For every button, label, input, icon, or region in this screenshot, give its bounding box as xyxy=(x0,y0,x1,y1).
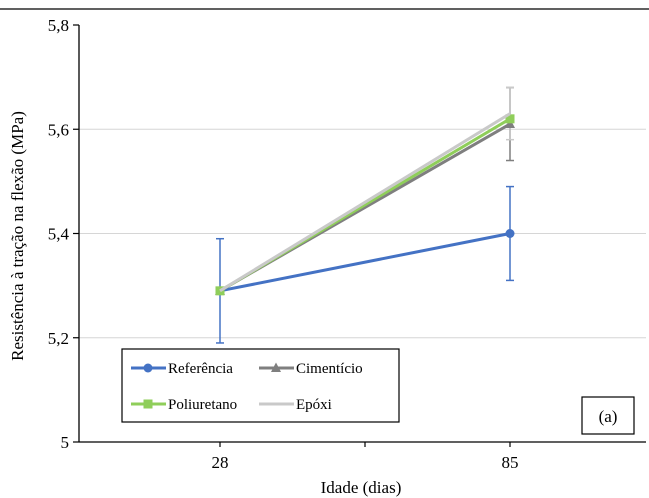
axes xyxy=(0,8,649,447)
x-tick-label: 28 xyxy=(212,453,229,472)
legend-marker xyxy=(271,362,281,372)
y-tick-labels: 5 5,2 5,4 5,6 5,8 xyxy=(48,16,70,452)
legend-marker xyxy=(143,363,153,373)
y-tick-label: 5,2 xyxy=(48,329,69,348)
y-tick-label: 5,6 xyxy=(48,120,69,139)
x-tick-label: 85 xyxy=(502,453,519,472)
y-tick-label: 5 xyxy=(61,433,70,452)
y-axis-label: Resistência à tração na flexão (MPa) xyxy=(8,111,27,361)
legend-frame xyxy=(121,348,400,423)
legend-label: Cimentício xyxy=(296,361,363,377)
series-line xyxy=(219,232,511,293)
panel-label: (a) xyxy=(599,407,618,426)
legend-label: Referência xyxy=(168,361,233,377)
x-axis-label: Idade (dias) xyxy=(321,478,402,497)
legend-marker xyxy=(143,399,153,409)
data-point xyxy=(505,114,515,124)
legend-label: Poliuretano xyxy=(168,397,237,413)
y-tick-label: 5,4 xyxy=(48,225,70,244)
legend: Referência Cimentício Poliuretano Epóxi xyxy=(121,348,400,423)
data-point xyxy=(505,229,515,238)
y-tick-label: 5,8 xyxy=(48,16,69,35)
panel-label-box: (a) xyxy=(581,396,635,435)
gridlines xyxy=(79,128,646,339)
x-tick-labels: 28 85 xyxy=(212,453,519,472)
legend-label: Epóxi xyxy=(296,397,332,413)
panel-label-frame xyxy=(581,396,635,435)
series-line xyxy=(219,112,511,293)
series-layer xyxy=(215,86,515,344)
